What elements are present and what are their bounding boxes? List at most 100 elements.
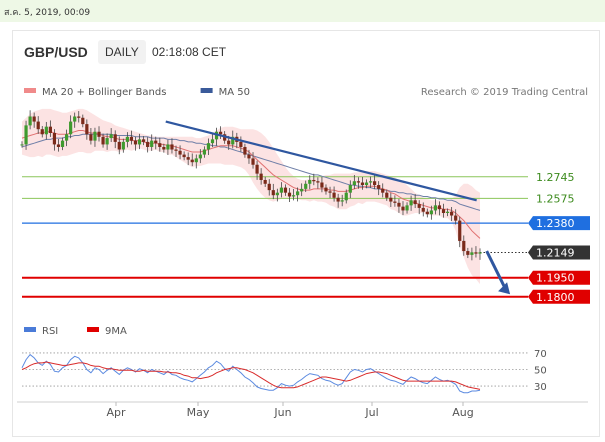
- candle-body: [312, 179, 316, 182]
- forecast-arrow: [485, 250, 511, 295]
- candle-body: [64, 134, 69, 141]
- candle-body: [101, 136, 105, 145]
- legend-item-ma20-bollinger: MA 20 + Bollinger Bands: [24, 87, 166, 98]
- level-1-2575-label: 1.2575: [536, 192, 575, 205]
- level-1-1800-tag: 1.1800: [528, 289, 590, 304]
- level-1-2149-tag: 1.2149: [528, 245, 590, 260]
- forecast-arrow-shaft: [485, 250, 507, 289]
- candle-body: [247, 154, 251, 159]
- candle-body: [198, 154, 202, 159]
- candle-body: [324, 187, 328, 192]
- candle-body: [304, 183, 308, 189]
- rsi-tick-50: 50: [534, 366, 547, 377]
- candle-body: [409, 200, 413, 206]
- candle-body: [97, 131, 101, 137]
- candle-body: [44, 126, 48, 135]
- candle-body: [348, 185, 352, 193]
- candle-body: [296, 191, 300, 196]
- candle-body: [454, 215, 458, 221]
- candle-body: [48, 126, 52, 134]
- candle-body: [340, 200, 344, 202]
- candle-body: [259, 173, 263, 180]
- candle-body: [141, 139, 146, 142]
- candle-body: [401, 206, 405, 211]
- rsi-tick-70: 70: [534, 349, 547, 360]
- symbol-label: GBP/USD: [24, 44, 88, 60]
- candle-body: [202, 149, 206, 155]
- candle-body: [93, 131, 97, 141]
- candle-body: [320, 182, 324, 188]
- level-1-2380-label: 1.2380: [536, 217, 575, 230]
- candle-body: [377, 185, 381, 189]
- candle-body: [36, 121, 40, 130]
- candle-body: [308, 179, 312, 184]
- candle-body: [69, 121, 73, 135]
- x-tick-may: May: [187, 406, 210, 419]
- candle-body: [162, 146, 166, 150]
- candle-body: [121, 141, 125, 150]
- rsi-legend-label: 9MA: [105, 326, 127, 337]
- candle-body: [458, 220, 462, 241]
- candle-body: [255, 164, 259, 174]
- candle-body: [300, 188, 304, 192]
- candle-body: [174, 149, 178, 151]
- candle-body: [239, 141, 243, 147]
- level-1-2745-label: 1.2745: [536, 171, 575, 184]
- rsi-legend-swatch: [24, 327, 36, 332]
- period-label: DAILY: [105, 45, 139, 59]
- candle-body: [368, 181, 373, 183]
- candle-body: [397, 202, 401, 207]
- candle-body: [166, 144, 170, 150]
- candle-body: [413, 200, 417, 205]
- candle-body: [105, 138, 109, 145]
- candle-body: [251, 158, 255, 165]
- candle-body: [146, 141, 150, 147]
- x-tick-jul: Jul: [364, 406, 378, 419]
- candle-body: [364, 182, 369, 186]
- candle-body: [158, 143, 162, 147]
- candle-body: [137, 139, 142, 145]
- legend-item-ma50: MA 50: [200, 87, 250, 98]
- candle-body: [385, 192, 389, 198]
- candle-body: [332, 192, 336, 198]
- level-1-2149-tag-bg: [528, 245, 590, 260]
- candle-body: [478, 252, 482, 254]
- candle-body: [263, 179, 267, 184]
- candle-body: [182, 154, 186, 158]
- candle-body: [73, 116, 77, 122]
- candle-body: [150, 140, 154, 147]
- candle-body: [352, 181, 356, 186]
- candle-body: [381, 188, 385, 193]
- level-1-1800-label: 1.1800: [536, 291, 575, 304]
- candle-body: [267, 183, 271, 191]
- candle-body: [389, 197, 393, 202]
- period-badge[interactable]: DAILY: [98, 40, 146, 64]
- level-1-1950-label: 1.1950: [536, 272, 575, 285]
- candle-body: [117, 141, 121, 150]
- candle-body: [24, 125, 28, 145]
- timestamp: ส.ค. 5, 2019, 00:09: [4, 8, 91, 18]
- x-tick-jun: Jun: [273, 406, 291, 419]
- candle-body: [433, 205, 438, 211]
- candle-body: [60, 140, 65, 147]
- level-1-2380-tag-bg: [528, 216, 590, 231]
- candle-body: [470, 252, 474, 255]
- candle-body: [344, 192, 348, 201]
- candle-body: [194, 158, 198, 163]
- candle-body: [178, 150, 182, 155]
- level-1-1800-tag-bg: [528, 289, 590, 304]
- x-tick-aug: Aug: [452, 406, 473, 419]
- candle-body: [206, 143, 211, 150]
- candle-body: [113, 134, 117, 142]
- rsi-tick-30: 30: [534, 382, 547, 393]
- candle-body: [129, 136, 134, 141]
- candle-body: [186, 157, 190, 160]
- candle-body: [275, 192, 279, 196]
- candle-body: [336, 197, 340, 202]
- candle-body: [405, 205, 409, 211]
- candle-body: [32, 116, 36, 122]
- rsi-line: [21, 353, 481, 394]
- candle-body: [77, 116, 81, 118]
- time-label: 02:18:08 CET: [152, 45, 227, 59]
